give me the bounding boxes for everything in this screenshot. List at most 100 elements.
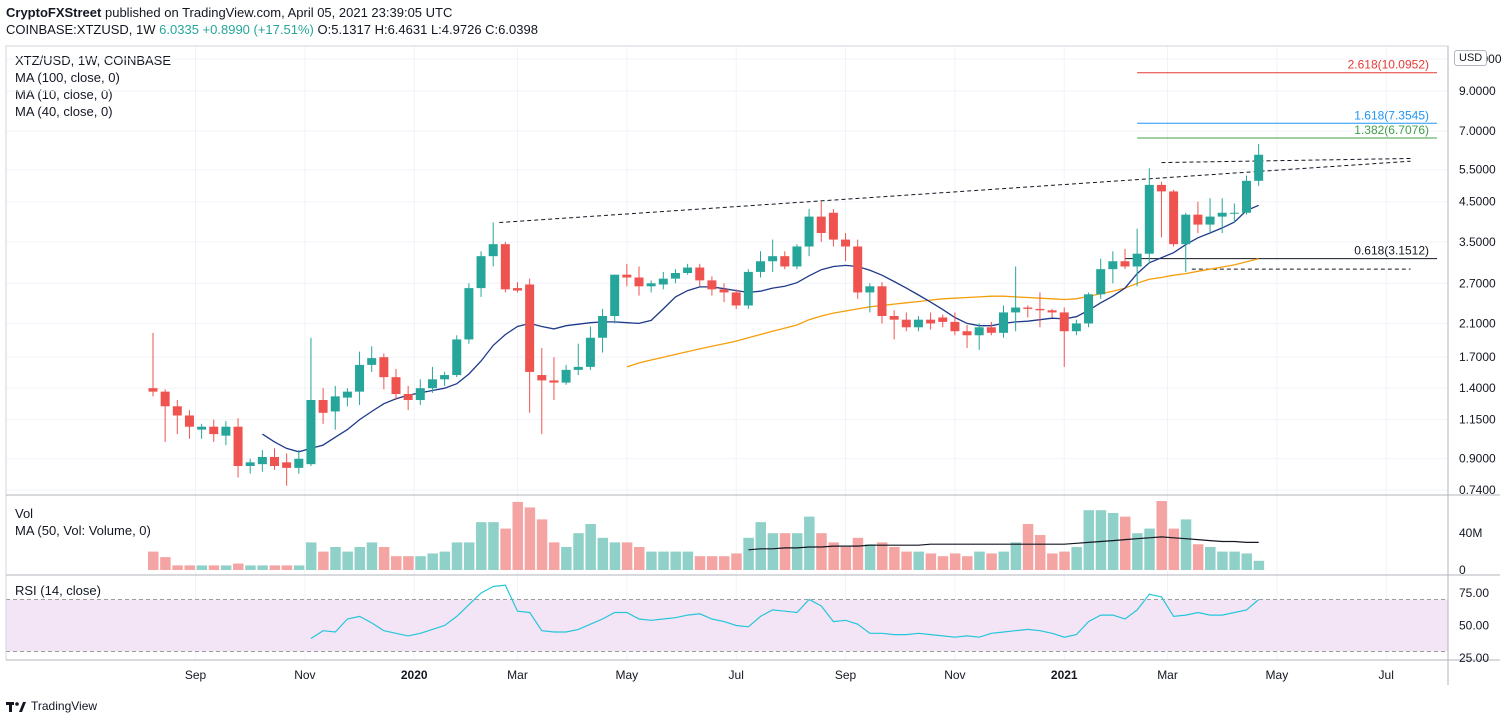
volume-bar — [536, 519, 548, 570]
candle-body — [634, 277, 644, 287]
volume-bar — [293, 565, 305, 570]
price-tick-label: 1.1500 — [1459, 413, 1496, 427]
price-tick-label: 0.9000 — [1459, 452, 1496, 466]
volume-bar — [901, 551, 912, 570]
candle-body — [415, 388, 425, 401]
volume-bar — [281, 565, 293, 570]
volume-bar — [767, 533, 779, 570]
tradingview-logo-icon — [6, 700, 26, 712]
volume-title[interactable]: Vol — [15, 506, 34, 521]
time-tick-label: 2020 — [401, 668, 428, 682]
footer-brand[interactable]: TradingView — [6, 699, 97, 713]
ma40-line — [626, 258, 1259, 368]
volume-bar — [804, 516, 815, 570]
candle-body — [986, 327, 996, 333]
volume-bar — [864, 544, 876, 570]
volume-bar — [1120, 516, 1131, 570]
candle-body — [525, 284, 535, 372]
rsi-title[interactable]: RSI (14, close) — [15, 583, 101, 598]
candle-body — [549, 380, 559, 383]
volume-tick-label: 0 — [1459, 563, 1466, 577]
volume-bar — [889, 547, 900, 570]
volume-bars — [148, 501, 1265, 570]
candle-body — [440, 375, 450, 380]
candle-body — [598, 316, 608, 338]
time-tick-label: Nov — [944, 668, 965, 682]
volume-bar — [1022, 524, 1034, 570]
volume-bar — [1083, 510, 1095, 570]
legend-ma40[interactable]: MA (40, close, 0) — [15, 104, 113, 119]
volume-bar — [463, 542, 475, 570]
candle-body — [610, 274, 620, 317]
legend-title[interactable]: XTZ/USD, 1W, COINBASE — [15, 53, 172, 68]
candle-body — [999, 312, 1008, 333]
candle-body — [1084, 294, 1094, 324]
time-tick-label: Jul — [1379, 668, 1394, 682]
candle-body — [780, 256, 790, 267]
trendlines — [499, 157, 1411, 270]
candle-body — [756, 261, 765, 272]
candle-body — [318, 400, 328, 413]
volume-bar — [779, 533, 791, 570]
volume-bar — [391, 556, 402, 570]
rsi-band — [6, 599, 1448, 652]
currency-button[interactable]: USD — [1454, 50, 1488, 66]
volume-bar — [403, 556, 414, 570]
candle-body — [889, 316, 899, 320]
candle-body — [1096, 269, 1106, 295]
time-tick-label: Nov — [294, 668, 315, 682]
volume-bar — [1253, 560, 1265, 570]
candle-body — [865, 286, 875, 293]
volume-bar — [233, 563, 244, 570]
volume-bar — [366, 542, 378, 570]
volume-bar — [439, 551, 451, 570]
candle-body — [1205, 216, 1215, 225]
candle-body — [622, 274, 632, 278]
price-tick-label: 1.4000 — [1459, 381, 1496, 395]
volume-bar — [1144, 528, 1155, 570]
candle-body — [403, 393, 413, 401]
volume-bar — [634, 547, 645, 570]
candle-body — [792, 246, 802, 267]
publisher-name[interactable]: CryptoFXStreet — [6, 5, 102, 20]
price-tick-label: 0.7400 — [1459, 483, 1496, 497]
time-tick-label: May — [616, 668, 639, 682]
candle-body — [184, 415, 194, 427]
legend-ma100[interactable]: MA (100, close, 0) — [15, 70, 120, 85]
candle-body — [658, 278, 668, 285]
candle-body — [282, 462, 292, 468]
volume-bar — [646, 551, 657, 570]
volume-bar — [1059, 551, 1070, 570]
candle-body — [585, 337, 595, 367]
volume-bar — [1034, 535, 1046, 570]
volume-bar — [1156, 501, 1167, 570]
candle-body — [853, 246, 863, 293]
volume-bar — [1217, 551, 1228, 570]
volume-bar — [949, 553, 961, 570]
candle-body — [513, 288, 522, 291]
candle-body — [901, 319, 911, 328]
candle-body — [330, 396, 340, 412]
volume-bar — [791, 533, 803, 570]
candle-body — [1023, 307, 1033, 309]
volume-bar — [694, 556, 706, 570]
candle-body — [148, 388, 158, 392]
fib-levels: 2.618(10.0952) 1.618(7.3545)1.382(6.7076)… — [1125, 58, 1437, 260]
volume-bar — [658, 551, 669, 570]
volume-bar — [670, 551, 681, 570]
candle-body — [913, 319, 923, 328]
candle-body — [573, 366, 583, 370]
ohlc-values: O:5.1317 H:6.4631 L:4.9726 C:6.0398 — [317, 22, 538, 37]
volume-bar — [597, 537, 609, 570]
candle-body — [962, 331, 972, 336]
volume-bar — [354, 547, 366, 570]
candle-body — [1059, 312, 1069, 332]
candle-body — [245, 462, 255, 467]
candle-body — [294, 458, 304, 468]
candle-body — [1242, 180, 1251, 213]
volume-bar — [305, 542, 317, 570]
candle-body — [743, 271, 753, 306]
candle-body — [391, 377, 401, 394]
volume-ma-title[interactable]: MA (50, Vol: Volume, 0) — [15, 523, 151, 538]
